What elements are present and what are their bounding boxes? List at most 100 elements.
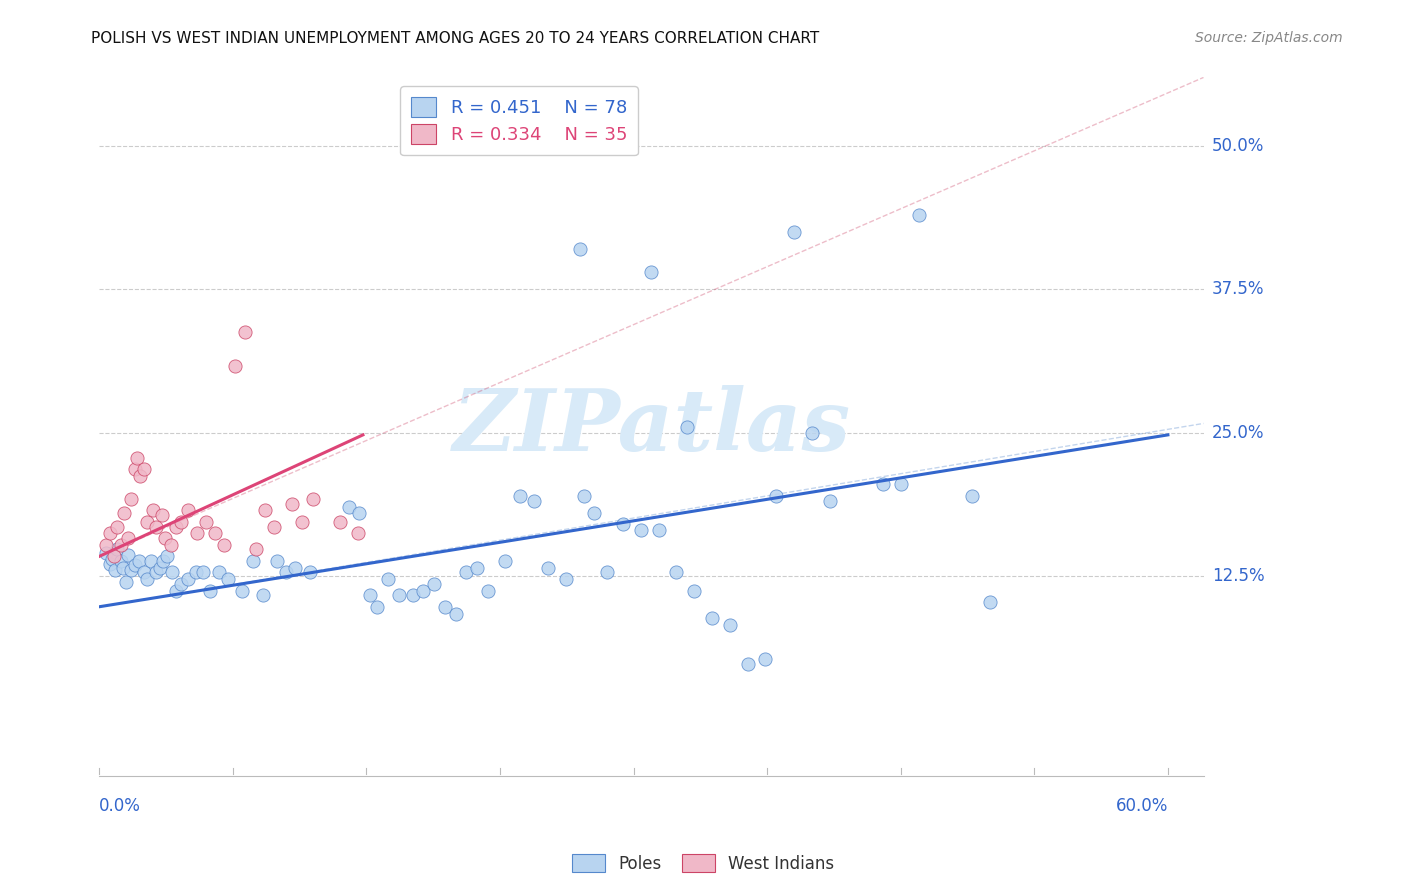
Point [136,515,159,529]
Point [204,526,226,541]
Point [412,583,434,598]
Point [647,523,669,537]
Point [186,526,208,541]
Point [783,225,806,239]
Point [423,577,446,591]
Point [129,469,152,483]
Point [456,566,478,580]
Point [630,523,652,537]
Point [359,588,381,602]
Point [177,503,200,517]
Point [252,588,274,602]
Point [979,595,1001,609]
Point [177,572,200,586]
Point [572,489,595,503]
Point [890,477,912,491]
Point [765,489,787,503]
Point [104,563,127,577]
Point [465,561,488,575]
Text: ZIPatlas: ZIPatlas [453,385,851,468]
Point [366,599,388,614]
Point [217,572,239,586]
Point [124,558,146,573]
Point [198,583,221,598]
Point [125,450,148,465]
Point [266,554,288,568]
Point [346,526,368,541]
Point [329,515,352,529]
Point [583,506,606,520]
Point [156,549,179,564]
Point [640,265,662,279]
Point [280,497,302,511]
Point [128,554,150,568]
Point [700,611,723,625]
Point [101,551,124,566]
Point [872,477,894,491]
Point [117,548,139,562]
Point [98,526,121,541]
Point [718,618,741,632]
Point [150,508,173,522]
Point [235,325,257,339]
Point [276,566,298,580]
Point [263,519,285,533]
Point [110,554,132,568]
Point [96,538,118,552]
Point [349,506,371,520]
Text: 60.0%: 60.0% [1115,797,1168,815]
Point [377,572,399,586]
Point [523,494,546,508]
Point [231,583,253,598]
Point [494,554,516,568]
Point [960,489,983,503]
Point [569,242,592,256]
Point [596,566,619,580]
Point [208,566,231,580]
Point [242,554,264,568]
Point [155,531,177,545]
Point [98,558,121,572]
Point [149,561,172,575]
Point [337,500,360,514]
Point [96,546,118,560]
Point [162,566,184,580]
Point [136,572,159,586]
Point [298,566,321,580]
Point [112,506,135,520]
Point [124,462,146,476]
Point [509,489,531,503]
Point [120,491,142,506]
Point [433,599,456,614]
Point [444,607,467,621]
Point [103,549,125,564]
Point [387,588,409,602]
Point [224,359,246,373]
Point [754,652,776,666]
Point [245,542,267,557]
Point [284,561,307,575]
Point [152,554,174,568]
Text: POLISH VS WEST INDIAN UNEMPLOYMENT AMONG AGES 20 TO 24 YEARS CORRELATION CHART: POLISH VS WEST INDIAN UNEMPLOYMENT AMONG… [91,31,820,46]
Legend: R = 0.451    N = 78, R = 0.334    N = 35: R = 0.451 N = 78, R = 0.334 N = 35 [399,87,638,155]
Point [115,574,138,589]
Point [105,542,128,557]
Point [170,515,193,529]
Point [291,515,314,529]
Point [165,583,187,598]
Point [676,420,699,434]
Point [800,425,823,440]
Point [402,588,425,602]
Text: 37.5%: 37.5% [1212,280,1264,299]
Point [159,538,181,552]
Point [612,517,634,532]
Point [132,462,155,476]
Point [142,503,165,517]
Point [111,561,134,575]
Point [184,566,207,580]
Point [145,519,167,533]
Legend: Poles, West Indians: Poles, West Indians [565,847,841,880]
Text: 0.0%: 0.0% [100,797,141,815]
Point [110,538,132,552]
Text: Source: ZipAtlas.com: Source: ZipAtlas.com [1195,31,1343,45]
